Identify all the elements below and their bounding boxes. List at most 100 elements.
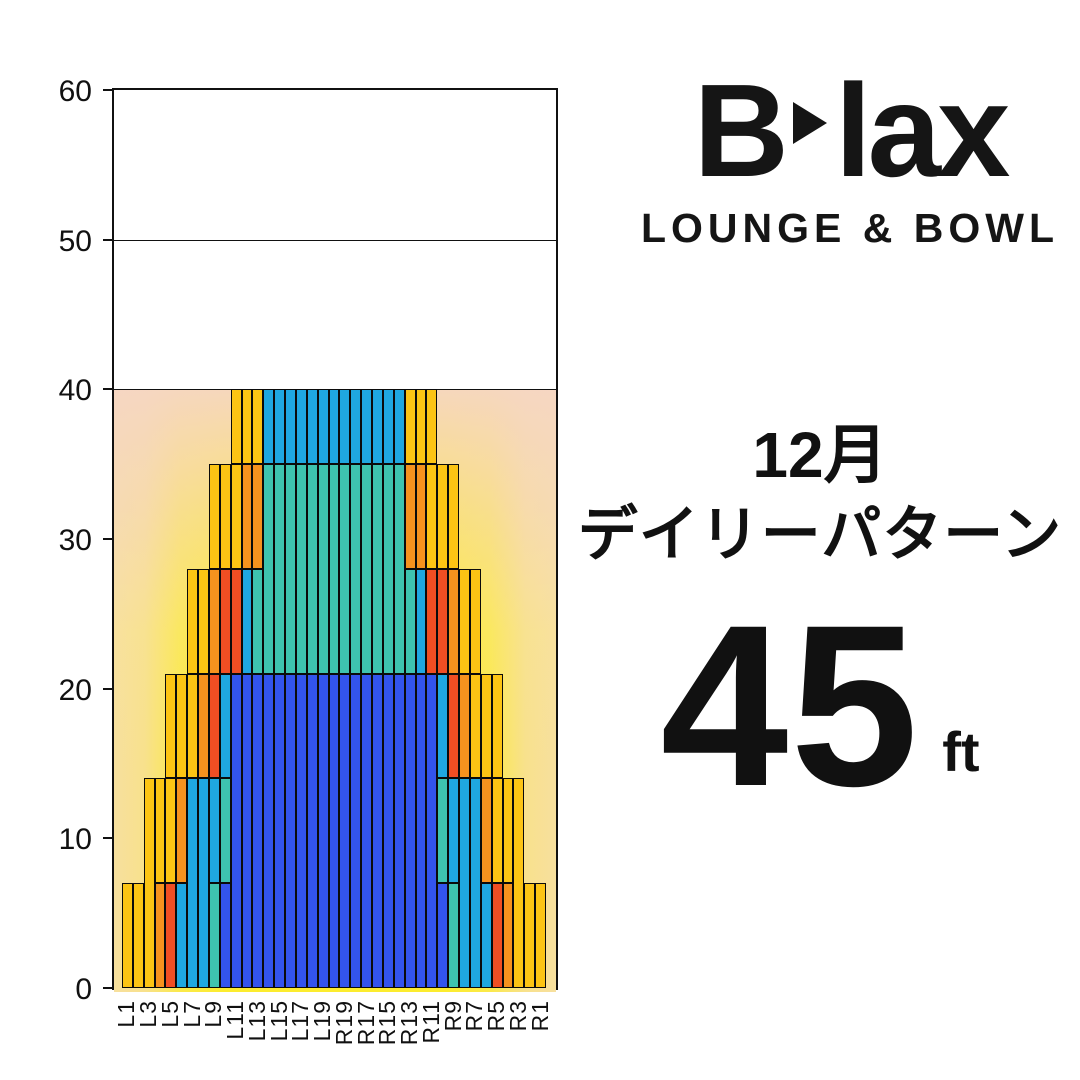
oil-segment <box>339 464 351 674</box>
y-tick-label-40: 40 <box>58 374 92 408</box>
oil-segment <box>415 568 427 674</box>
oil-segment <box>361 389 373 465</box>
y-tick-label-50: 50 <box>58 224 92 258</box>
oil-segment <box>295 464 307 674</box>
oil-segment <box>480 673 492 779</box>
oil-segment <box>502 778 514 884</box>
oil-segment <box>306 673 318 988</box>
y-tick-mark <box>103 238 112 241</box>
oil-segment <box>393 464 405 674</box>
oil-segment <box>219 778 231 884</box>
oil-segment <box>252 673 264 988</box>
bar-R12 <box>415 389 427 988</box>
oil-segment <box>491 883 503 988</box>
bars-container <box>114 90 556 988</box>
pattern-distance: 45 ft <box>560 591 1080 821</box>
x-tick-label-R1: R1 <box>526 1000 553 1032</box>
bar-R8 <box>459 568 470 988</box>
oil-segment <box>437 464 449 569</box>
oil-segment <box>372 389 383 465</box>
oil-segment <box>491 673 503 779</box>
oil-segment <box>502 883 514 988</box>
oil-segment <box>219 568 231 674</box>
oil-segment <box>165 673 177 779</box>
oil-segment <box>382 389 394 465</box>
y-tick-label-0: 0 <box>75 973 92 1006</box>
oil-segment <box>415 673 427 988</box>
oil-segment <box>306 389 318 465</box>
gridline-50 <box>114 239 556 241</box>
oil-segment <box>230 389 242 465</box>
y-tick-label-10: 10 <box>58 823 92 857</box>
oil-segment <box>241 568 253 674</box>
bar-R17 <box>361 389 373 988</box>
month-title: 12月 <box>752 419 888 491</box>
brand-wordmark: B lax <box>620 58 1080 203</box>
oil-segment <box>230 673 242 988</box>
y-tick-mark <box>103 538 112 540</box>
oil-segment <box>339 673 351 988</box>
oil-segment <box>372 464 383 674</box>
oil-segment <box>241 673 253 988</box>
distance-unit: ft <box>942 719 980 783</box>
bar-L17 <box>295 389 307 988</box>
bar-L9 <box>208 464 220 988</box>
oil-segment <box>306 464 318 674</box>
brand-letter-b: B <box>693 57 789 204</box>
oil-segment <box>535 883 546 988</box>
oil-segment <box>426 568 438 674</box>
oil-segment <box>448 464 459 569</box>
oil-segment <box>198 673 209 779</box>
bar-R16 <box>372 389 383 988</box>
oil-segment <box>317 389 329 465</box>
oil-segment <box>437 778 449 884</box>
oil-segment <box>426 389 438 465</box>
oil-segment <box>263 389 275 465</box>
bar-L5 <box>165 673 177 988</box>
oil-segment <box>285 464 296 674</box>
y-tick-label-20: 20 <box>58 673 92 707</box>
oil-segment <box>230 464 242 569</box>
bar-R10 <box>437 464 449 988</box>
oil-segment <box>328 673 340 988</box>
y-tick-mark <box>103 687 112 690</box>
oil-segment <box>480 883 492 988</box>
oil-segment <box>208 568 220 674</box>
oil-segment <box>143 778 155 988</box>
oil-segment <box>448 883 459 988</box>
oil-segment <box>469 568 481 674</box>
oil-segment <box>448 778 459 884</box>
oil-segment <box>274 673 286 988</box>
bar-L1 <box>122 883 133 988</box>
oil-segment <box>122 883 133 988</box>
oil-segment <box>176 673 188 779</box>
oil-segment <box>187 673 199 779</box>
oil-segment <box>252 568 264 674</box>
oil-segment <box>187 568 199 674</box>
oil-segment <box>328 464 340 674</box>
oil-segment <box>241 464 253 569</box>
oil-segment <box>165 883 177 988</box>
oil-segment <box>404 389 416 465</box>
oil-segment <box>274 464 286 674</box>
oil-segment <box>382 464 394 674</box>
bar-L2 <box>132 883 144 988</box>
oil-segment <box>208 464 220 569</box>
bar-L11 <box>230 389 242 988</box>
y-tick-label-60: 60 <box>58 75 92 108</box>
brand-subtitle: LOUNGE & BOWL <box>640 205 1060 252</box>
oil-segment <box>208 778 220 884</box>
oil-segment <box>317 464 329 674</box>
oil-segment <box>524 883 536 988</box>
oil-segment <box>208 673 220 779</box>
oil-segment <box>469 778 481 988</box>
x-axis-labels: L1 L3 L5 L7 L9 L11 L13 L15 L17 L19 R19 R17 R15 R13 R11… <box>112 994 558 1078</box>
oil-segment <box>176 883 188 988</box>
bar-R15 <box>382 389 394 988</box>
y-axis: 0 10 20 30 40 50 60 <box>0 75 112 1006</box>
bar-L14 <box>263 389 275 988</box>
bar-R14 <box>393 389 405 988</box>
oil-segment <box>154 883 166 988</box>
oil-segment <box>415 389 427 465</box>
